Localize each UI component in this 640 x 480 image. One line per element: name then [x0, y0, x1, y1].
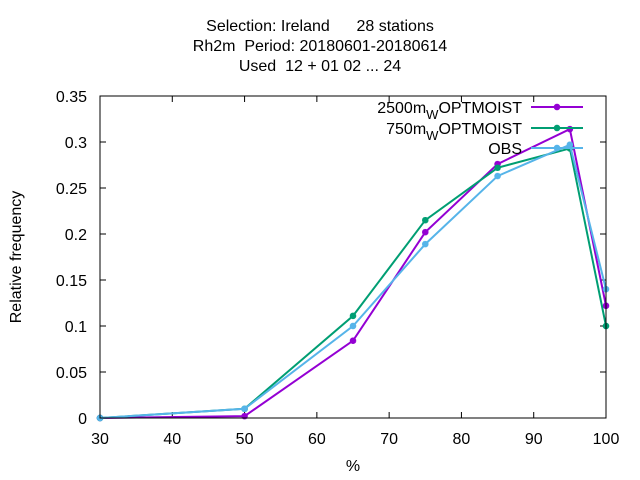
- y-tick-label: 0.15: [56, 273, 87, 290]
- y-tick-label: 0.3: [65, 135, 87, 152]
- data-point: [349, 322, 357, 330]
- series-line: [99, 147, 607, 419]
- y-tick-label: 0: [78, 411, 87, 428]
- series-0: [96, 125, 610, 422]
- data-point: [494, 164, 501, 171]
- x-tick-label: 30: [91, 431, 109, 448]
- y-tick-label: 0.2: [65, 227, 87, 244]
- data-point: [553, 144, 561, 152]
- legend-label: 2500mWOPTMOIST: [377, 100, 522, 122]
- x-tick-label: 60: [308, 431, 326, 448]
- plot-frame: [99, 95, 607, 419]
- data-point: [422, 229, 429, 236]
- data-point: [349, 312, 357, 319]
- x-tick-label: 40: [163, 431, 181, 448]
- y-tick-label: 0.1: [65, 319, 87, 336]
- y-tick-label: 0.05: [56, 365, 87, 382]
- x-tick-label: 50: [236, 431, 254, 448]
- series-1: [96, 145, 610, 422]
- data-point: [553, 124, 561, 132]
- y-tick-label: 0.35: [56, 89, 87, 106]
- x-tick-label: 70: [380, 431, 398, 448]
- legend-label: OBS: [488, 141, 522, 158]
- chart-title-line-3: Used 12 + 01 02 ... 24: [238, 58, 402, 75]
- data-point: [494, 172, 501, 180]
- data-point: [566, 141, 573, 148]
- series-line: [99, 143, 607, 419]
- series-2: [96, 141, 610, 422]
- x-tick-label: 90: [525, 431, 543, 448]
- series-lines: [96, 125, 610, 422]
- data-point: [422, 217, 429, 224]
- data-point: [349, 337, 357, 344]
- data-point: [241, 405, 248, 412]
- chart-title-line-1: Selection: Ireland 28 stations: [206, 18, 434, 35]
- data-point: [422, 241, 429, 248]
- x-axis-label: %: [346, 458, 360, 475]
- axis-ticks: 30 40 50 60 70 80 90 100 0 0.05 0.1 0.15 0.2 0.25 0.3 0…: [56, 89, 620, 448]
- y-tick-label: 0.25: [56, 181, 87, 198]
- data-point: [553, 103, 561, 111]
- legend-label: 750mWOPTMOIST: [386, 121, 522, 143]
- series-line: [99, 127, 607, 419]
- x-tick-label: 80: [453, 431, 471, 448]
- x-tick-label: 100: [593, 431, 620, 448]
- chart-title-line-2: Rh2m Period: 20180601-20180614: [192, 38, 448, 55]
- y-axis-label: Relative frequency: [8, 191, 25, 324]
